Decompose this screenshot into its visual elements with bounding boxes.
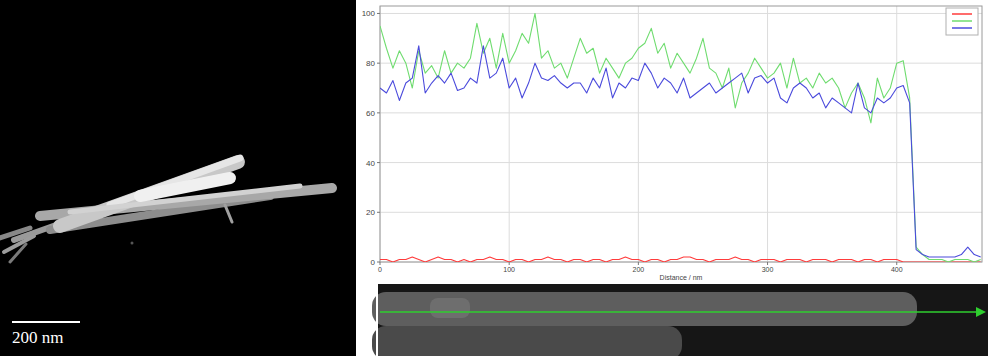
- chart-background: [370, 0, 988, 282]
- y-tick: [377, 162, 380, 163]
- legend-swatch: [952, 27, 972, 29]
- legend-swatch: [952, 13, 972, 15]
- grid-line: [509, 6, 510, 262]
- legend-swatch: [952, 20, 972, 22]
- series-lines: [380, 13, 981, 262]
- stem-strip: [372, 284, 988, 356]
- x-axis-title: Distance / nm: [660, 274, 703, 281]
- y-tick-label: 20: [366, 208, 375, 217]
- plot-frame: [380, 6, 982, 262]
- nanowire: [4, 236, 34, 252]
- legend-box: [946, 8, 978, 35]
- y-tick: [377, 13, 380, 14]
- nanowire: [0, 228, 30, 238]
- x-tick: [638, 262, 639, 265]
- nanowire: [140, 178, 230, 196]
- strip-edge: [376, 284, 378, 356]
- line-profile-chart: 0 20 40 60 80 100 0 100 200 300 400 Distance / nm: [362, 0, 988, 282]
- profile-line: [380, 46, 981, 257]
- strip-rod: [372, 292, 917, 326]
- x-tick-label: 300: [762, 266, 774, 273]
- y-tick-label: 80: [366, 59, 375, 68]
- x-tick: [380, 262, 381, 265]
- strip-highlight: [430, 298, 470, 318]
- particle: [131, 242, 134, 245]
- grid-line: [380, 63, 982, 64]
- scan-arrow: [976, 307, 986, 317]
- x-tick-label: 100: [503, 266, 515, 273]
- profile-line: [380, 13, 981, 262]
- y-tick-label: 40: [366, 159, 375, 168]
- grid-line: [380, 13, 982, 14]
- x-tick: [509, 262, 510, 265]
- x-tick-label: 400: [891, 266, 903, 273]
- scale-bar-label: 200 nm: [12, 328, 63, 347]
- grid-line: [638, 6, 639, 262]
- x-tick: [896, 262, 897, 265]
- y-tick-label: 100: [362, 9, 376, 18]
- x-tick: [767, 262, 768, 265]
- grid-line: [380, 112, 982, 113]
- scale-bar: [12, 321, 80, 323]
- grid-line: [380, 212, 982, 213]
- y-tick: [377, 212, 380, 213]
- grid-line: [767, 6, 768, 262]
- y-tick: [377, 63, 380, 64]
- x-tick-label: 200: [633, 266, 645, 273]
- strip-rod: [372, 326, 682, 356]
- micrograph-background: [0, 0, 356, 356]
- scan-line: [380, 311, 978, 313]
- grid-line: [896, 6, 897, 262]
- legend: [946, 8, 978, 35]
- micrograph: 200 nm: [0, 0, 356, 356]
- profile-line: [380, 257, 981, 262]
- y-tick: [377, 112, 380, 113]
- x-tick-label: 0: [378, 266, 382, 273]
- y-tick-label: 60: [366, 109, 375, 118]
- grid-line: [380, 162, 982, 163]
- nanowire: [225, 205, 232, 222]
- nanowire: [10, 244, 26, 262]
- y-tick-label: 0: [371, 258, 376, 267]
